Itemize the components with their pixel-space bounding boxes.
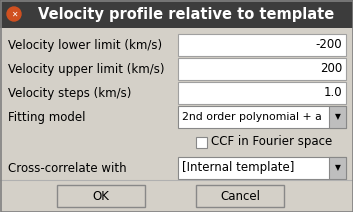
Bar xyxy=(0,0,353,28)
Bar xyxy=(178,157,346,179)
Circle shape xyxy=(7,7,21,21)
Bar xyxy=(0,28,353,212)
Text: OK: OK xyxy=(92,190,109,202)
Text: Velocity steps (km/s): Velocity steps (km/s) xyxy=(8,86,131,99)
Bar xyxy=(178,106,346,128)
Bar xyxy=(196,185,284,207)
Text: Fitting model: Fitting model xyxy=(8,110,85,124)
Bar xyxy=(329,157,346,179)
Text: ▼: ▼ xyxy=(335,163,340,173)
Text: 200: 200 xyxy=(320,63,342,75)
Bar xyxy=(178,34,346,56)
Bar xyxy=(329,106,346,128)
Text: Cancel: Cancel xyxy=(220,190,260,202)
Bar xyxy=(196,137,207,148)
Bar xyxy=(56,185,145,207)
Text: 2nd order polynomial + a: 2nd order polynomial + a xyxy=(182,112,322,122)
Text: Velocity profile relative to template: Velocity profile relative to template xyxy=(38,7,335,21)
Text: [Internal template]: [Internal template] xyxy=(182,162,294,174)
Text: Velocity upper limit (km/s): Velocity upper limit (km/s) xyxy=(8,63,164,75)
Text: Velocity lower limit (km/s): Velocity lower limit (km/s) xyxy=(8,39,162,52)
Text: CCF in Fourier space: CCF in Fourier space xyxy=(211,135,332,148)
Text: 1.0: 1.0 xyxy=(323,86,342,99)
Bar xyxy=(178,58,346,80)
Text: Cross-correlate with: Cross-correlate with xyxy=(8,162,127,174)
Text: ▼: ▼ xyxy=(335,113,340,121)
Text: -200: -200 xyxy=(315,39,342,52)
Bar xyxy=(178,82,346,104)
Text: ✕: ✕ xyxy=(11,10,17,18)
